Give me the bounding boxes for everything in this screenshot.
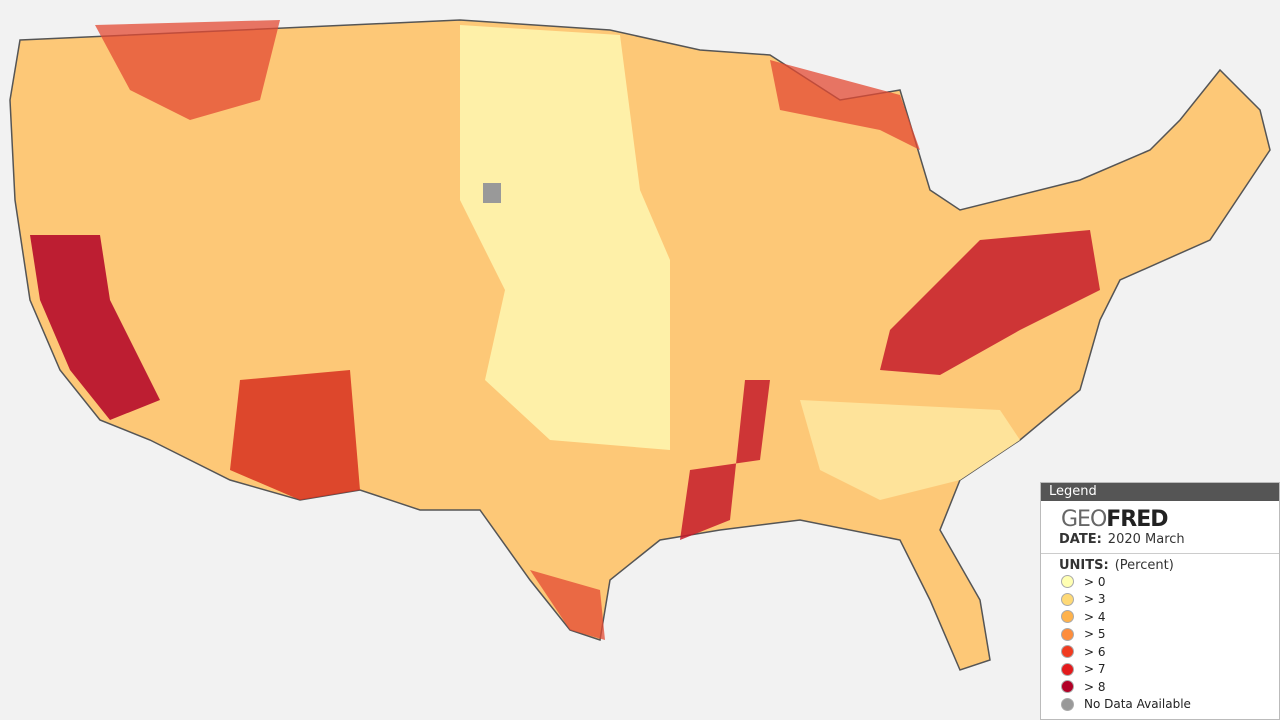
legend-swatch: [1061, 575, 1074, 589]
no-data-county: [483, 183, 501, 203]
legend-label: > 7: [1084, 662, 1106, 677]
region-texas-south: [530, 570, 605, 640]
legend-label: > 5: [1084, 627, 1106, 642]
region-arizona: [230, 370, 360, 500]
legend-item: > 7: [1061, 661, 1279, 679]
legend-title: Legend: [1041, 483, 1279, 501]
region-south-east: [800, 400, 1020, 500]
region-northwest: [95, 20, 280, 120]
brand-name: FRED: [1106, 507, 1168, 532]
legend-swatch: [1061, 645, 1074, 659]
legend-item: > 3: [1061, 591, 1279, 609]
legend-item: > 6: [1061, 643, 1279, 661]
legend-swatch: [1061, 627, 1074, 641]
separator: [1041, 553, 1279, 554]
units-label: UNITS:: [1059, 558, 1109, 573]
legend-item: > 8: [1061, 678, 1279, 696]
legend-label: > 4: [1084, 609, 1106, 624]
legend-swatch: [1061, 662, 1074, 676]
legend-item: No Data Available: [1061, 696, 1279, 714]
legend-label: > 0: [1084, 574, 1106, 589]
legend-item: > 5: [1061, 626, 1279, 644]
date-row: DATE: 2020 March: [1059, 532, 1279, 547]
date-label: DATE:: [1059, 532, 1102, 547]
legend-swatch: [1061, 680, 1074, 694]
legend-item: > 4: [1061, 608, 1279, 626]
legend-item: > 0: [1061, 573, 1279, 591]
units-row: UNITS: (Percent): [1059, 558, 1279, 573]
region-delta: [680, 380, 770, 540]
legend-label: > 6: [1084, 644, 1106, 659]
region-plains: [460, 25, 670, 450]
legend-label: > 8: [1084, 679, 1106, 694]
date-value: 2020 March: [1107, 532, 1185, 547]
brand: GEOFRED: [1061, 507, 1279, 532]
region-michigan: [770, 60, 920, 150]
region-appalachia: [880, 230, 1100, 375]
brand-prefix: GEO: [1061, 507, 1107, 532]
legend-swatch: [1061, 610, 1074, 624]
legend-swatch: [1061, 697, 1074, 711]
units-value: (Percent): [1114, 558, 1174, 573]
legend-items: > 0 > 3 > 4 > 5 > 6 > 7 > 8 No Data Available: [1041, 573, 1279, 713]
legend-label: > 3: [1084, 592, 1106, 607]
legend-label: No Data Available: [1084, 697, 1191, 712]
legend: Legend GEOFRED DATE: 2020 March UNITS: (Pe…: [1040, 482, 1280, 720]
legend-swatch: [1061, 592, 1074, 606]
region-california: [30, 235, 160, 420]
